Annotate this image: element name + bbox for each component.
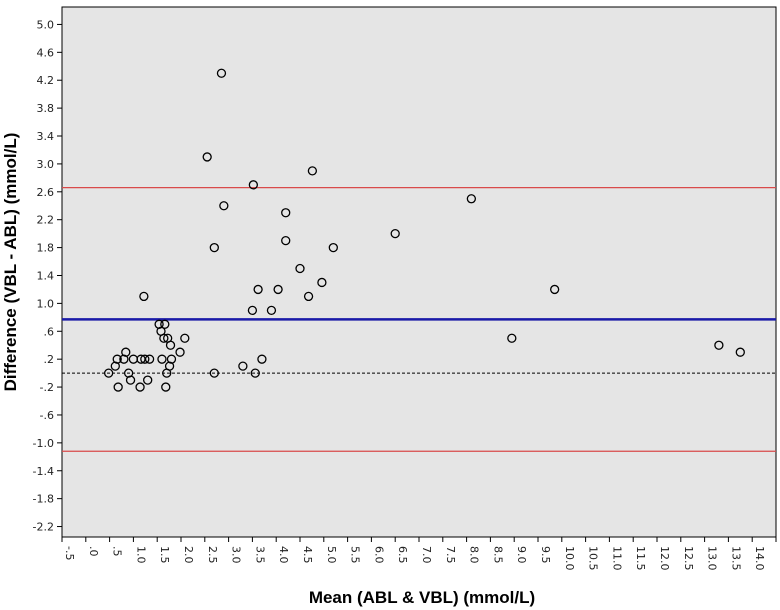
y-tick-label: -1.8 xyxy=(33,493,54,506)
x-tick-label: .0 xyxy=(87,546,100,557)
y-tick-label: 1.0 xyxy=(37,297,55,310)
data-point xyxy=(550,284,560,295)
data-point xyxy=(135,382,145,392)
y-tick-label: 2.6 xyxy=(37,186,55,199)
x-tick-label: 9.5 xyxy=(539,546,552,564)
y-tick-label: 3.8 xyxy=(37,102,55,115)
x-axis-title: Mean (ABL & VBL) (mmol/L) xyxy=(309,588,535,607)
x-tick-label: 12.0 xyxy=(658,546,671,571)
data-point xyxy=(295,263,305,274)
data-point xyxy=(328,242,338,253)
x-tick-label: 5.5 xyxy=(349,546,362,564)
data-point xyxy=(112,354,122,364)
y-tick-label: 1.8 xyxy=(37,242,55,255)
data-point xyxy=(165,340,176,350)
data-point xyxy=(390,228,400,239)
x-tick-label: -.5 xyxy=(63,546,76,560)
x-tick-label: 4.5 xyxy=(301,546,314,564)
y-tick-label: -.2 xyxy=(40,381,54,394)
x-tick-label: 6.5 xyxy=(396,546,409,564)
data-point xyxy=(143,375,153,385)
data-point xyxy=(238,361,248,371)
data-point xyxy=(166,354,177,364)
x-tick-label: 3.0 xyxy=(230,546,243,564)
x-tick-label: 12.5 xyxy=(682,546,695,571)
x-tick-label: 13.5 xyxy=(729,546,742,571)
data-point xyxy=(140,354,150,364)
data-point xyxy=(161,382,171,392)
data-point xyxy=(209,242,219,253)
data-point xyxy=(157,354,167,364)
x-tick-label: 2.0 xyxy=(182,546,195,564)
data-point xyxy=(247,305,258,316)
y-tick-label: 2.2 xyxy=(37,214,55,227)
x-tick-label: 5.0 xyxy=(325,546,338,564)
data-point xyxy=(507,333,517,343)
x-tick-label: 13.0 xyxy=(706,546,719,571)
x-tick-label: 4.0 xyxy=(277,546,290,564)
data-point xyxy=(113,382,123,392)
data-point xyxy=(250,368,260,378)
x-tick-label: 1.5 xyxy=(158,546,171,564)
x-tick-label: 7.0 xyxy=(420,546,433,564)
data-point xyxy=(144,354,155,364)
data-point xyxy=(714,340,724,350)
data-point xyxy=(139,291,149,302)
y-tick-label: -1.0 xyxy=(33,437,54,450)
x-tick-label: 11.0 xyxy=(610,546,623,571)
data-point xyxy=(253,284,263,295)
y-tick-label: 3.4 xyxy=(37,130,55,143)
y-tick-label: 4.6 xyxy=(37,46,55,59)
x-tick-label: 14.0 xyxy=(753,546,766,571)
data-point xyxy=(257,354,267,364)
data-point xyxy=(281,235,291,246)
data-point xyxy=(180,333,190,343)
data-point xyxy=(281,208,291,218)
data-point xyxy=(175,347,185,357)
x-tick-label: 6.0 xyxy=(372,546,385,564)
data-point xyxy=(103,368,114,378)
y-tick-label: 4.2 xyxy=(37,74,55,87)
y-tick-label: -.6 xyxy=(40,409,54,422)
data-point xyxy=(209,368,219,378)
data-point xyxy=(266,305,277,316)
data-point xyxy=(160,319,170,329)
x-tick-label: 3.5 xyxy=(253,546,266,564)
x-tick-label: 8.0 xyxy=(468,546,481,564)
data-point xyxy=(317,277,327,288)
data-point xyxy=(202,152,212,162)
data-point xyxy=(216,68,227,78)
x-tick-label: 10.0 xyxy=(563,546,576,571)
y-tick-label: .6 xyxy=(44,325,55,338)
data-point xyxy=(307,166,318,176)
x-tick-label: .5 xyxy=(111,546,124,557)
y-tick-label: 5.0 xyxy=(37,18,55,31)
plot-area xyxy=(61,6,777,538)
data-point xyxy=(121,347,131,357)
y-tick-label: 1.4 xyxy=(37,269,55,282)
y-tick-label: .2 xyxy=(44,353,55,366)
y-tick-label: 3.0 xyxy=(37,158,55,171)
y-tick-label: -1.4 xyxy=(33,465,54,478)
y-tick-label: -2.2 xyxy=(33,521,54,534)
x-tick-label: 11.5 xyxy=(634,546,647,571)
data-point xyxy=(125,375,136,385)
data-point xyxy=(735,347,745,357)
x-tick-label: 1.0 xyxy=(134,546,147,564)
data-point xyxy=(219,201,229,211)
x-tick-label: 2.5 xyxy=(206,546,219,564)
data-point xyxy=(303,291,314,302)
x-tick-label: 14.5 xyxy=(777,546,780,571)
x-tick-label: 10.5 xyxy=(587,546,600,571)
x-tick-label: 8.5 xyxy=(491,546,504,564)
data-point xyxy=(273,284,283,295)
data-point xyxy=(248,180,259,190)
y-axis-title: Difference (VBL - ABL) (mmol/L) xyxy=(1,133,20,392)
x-tick-label: 9.0 xyxy=(515,546,528,564)
data-point xyxy=(159,333,169,343)
data-point xyxy=(466,194,477,204)
x-tick-label: 7.5 xyxy=(444,546,457,564)
